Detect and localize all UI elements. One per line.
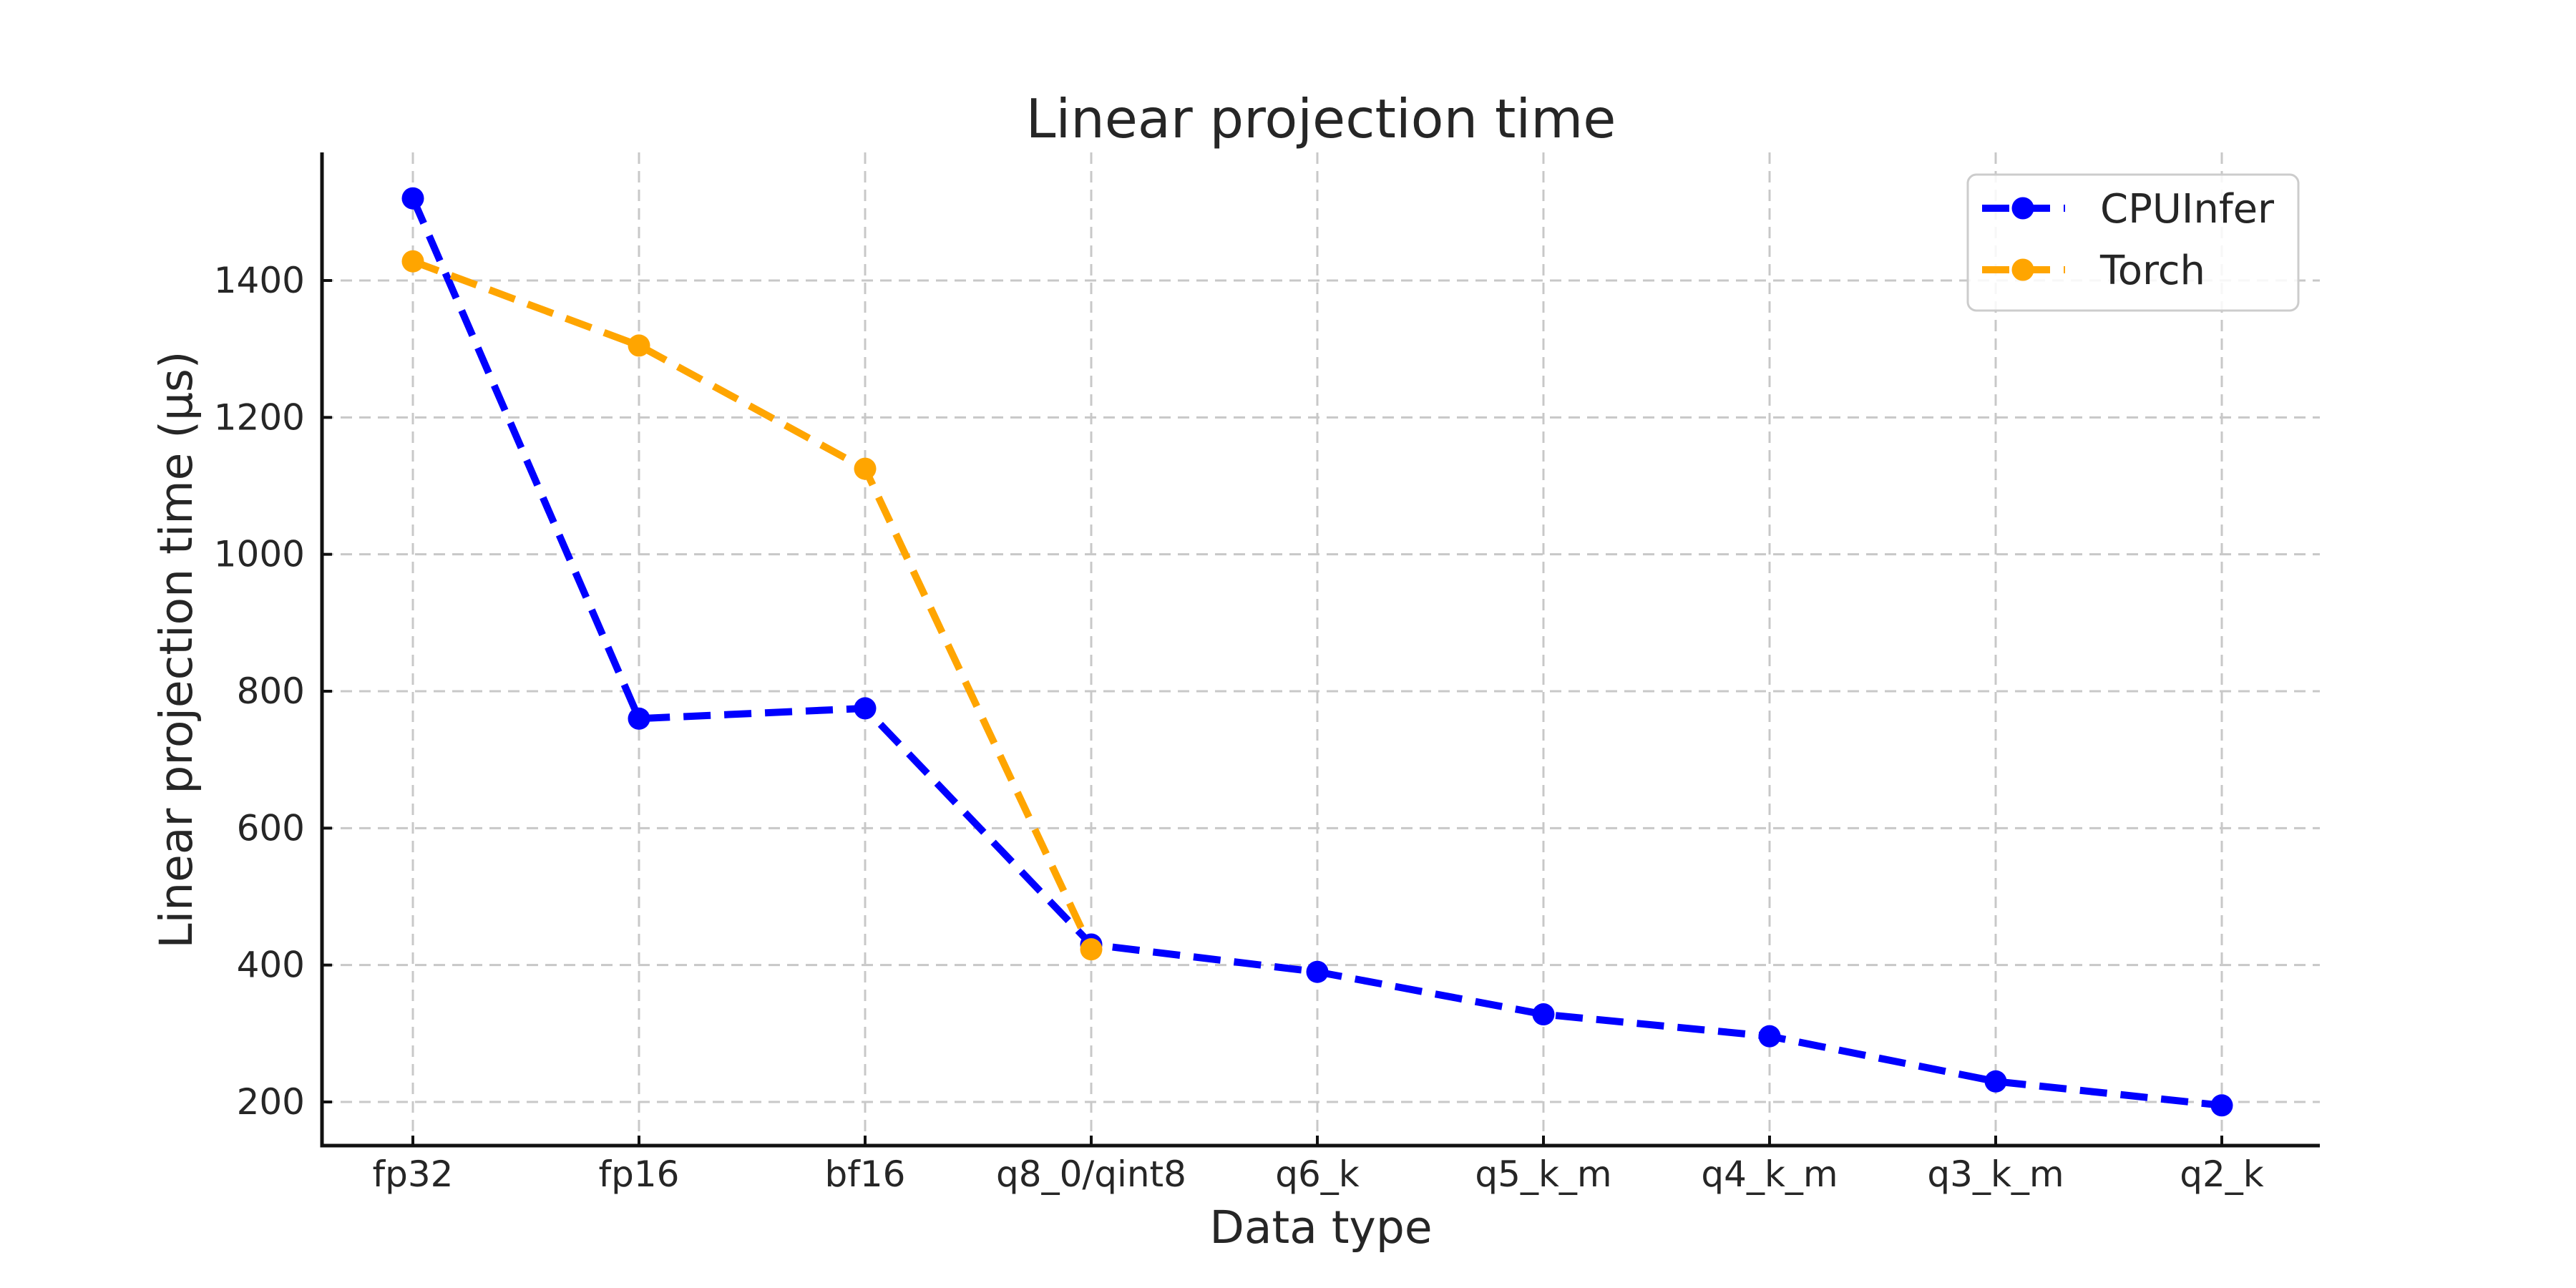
- y-tick-label: 200: [237, 1081, 305, 1123]
- chart-title: Linear projection time: [1026, 87, 1616, 150]
- data-point-marker-cpuinfer: [1984, 1070, 2007, 1093]
- x-axis-label: Data type: [1209, 1201, 1432, 1254]
- y-axis-label: Linear projection time (μs): [150, 351, 203, 949]
- legend-label: CPUInfer: [2100, 186, 2275, 233]
- y-tick-label: 800: [237, 670, 305, 712]
- y-tick-label: 1000: [214, 534, 305, 575]
- y-tick-label: 1400: [214, 260, 305, 301]
- x-tick-label: q6_k: [1275, 1153, 1360, 1195]
- data-point-marker-torch: [401, 250, 424, 273]
- x-tick-label: bf16: [825, 1153, 906, 1195]
- x-tick-label: fp16: [599, 1153, 680, 1195]
- data-point-marker-torch: [1080, 938, 1103, 961]
- series-layer: [401, 187, 2233, 1117]
- data-point-marker-cpuinfer: [1532, 1003, 1555, 1026]
- data-point-marker-cpuinfer: [401, 187, 424, 210]
- y-tick-label: 1200: [214, 396, 305, 438]
- data-point-marker-cpuinfer: [1306, 960, 1329, 983]
- data-point-marker-cpuinfer: [854, 697, 877, 720]
- legend: CPUInfer Torch: [1966, 173, 2300, 312]
- x-tick-label: fp32: [373, 1153, 454, 1195]
- x-tick-label: q3_k_m: [1927, 1153, 2064, 1195]
- y-tick-label: 400: [237, 945, 305, 986]
- legend-sample-marker: [2011, 258, 2034, 281]
- data-point-marker-cpuinfer: [628, 707, 650, 730]
- x-tick-label: q2_k: [2180, 1153, 2264, 1195]
- series-line-torch: [411, 258, 1095, 951]
- data-point-marker-cpuinfer: [1758, 1025, 1781, 1048]
- tick-label-layer: 200 400 600 800 1000 1200 1400 fp32 fp16 bf16 q8_0…: [214, 260, 2264, 1195]
- legend-label: Torch: [2099, 248, 2205, 294]
- data-point-marker-cpuinfer: [2210, 1094, 2233, 1117]
- y-tick-label: 600: [237, 807, 305, 849]
- axes-layer: [320, 152, 2320, 1148]
- data-point-marker-torch: [628, 334, 650, 357]
- x-tick-label: q5_k_m: [1475, 1153, 1611, 1195]
- data-point-marker-torch: [854, 457, 877, 480]
- legend-box: [1966, 173, 2300, 312]
- x-tick-label: q4_k_m: [1701, 1153, 1838, 1195]
- legend-sample-marker: [2011, 197, 2034, 220]
- x-tick-label: q8_0/qint8: [996, 1153, 1186, 1195]
